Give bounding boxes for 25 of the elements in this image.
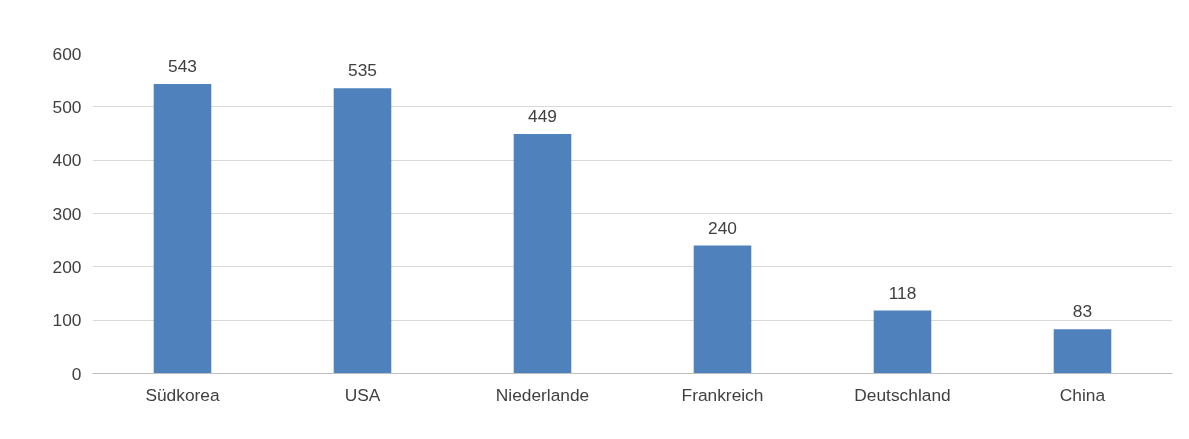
y-tick-label: 500 [52, 96, 82, 117]
data-label: 118 [888, 282, 917, 303]
bar [873, 310, 932, 374]
x-tick-label: Südkorea [145, 384, 220, 405]
x-tick-label: USA [344, 384, 381, 405]
bar [1053, 329, 1112, 374]
y-tick-label: 600 [52, 43, 82, 64]
data-label: 535 [348, 60, 377, 81]
data-label: 449 [528, 106, 557, 127]
y-tick-label: 300 [52, 203, 82, 224]
y-tick-label: 100 [52, 310, 82, 331]
y-tick-label: 400 [52, 150, 82, 171]
x-tick-label: China [1059, 384, 1106, 405]
x-tick-label: Deutschland [854, 384, 951, 405]
bar [333, 88, 392, 374]
bar [513, 134, 572, 374]
y-tick-label: 0 [71, 363, 82, 384]
data-label: 83 [1072, 301, 1093, 322]
y-tick-label: 200 [52, 256, 82, 277]
data-label: 543 [168, 55, 197, 76]
bar [153, 83, 212, 374]
bar [693, 245, 752, 374]
x-tick-label: Niederlande [495, 384, 590, 405]
x-tick-label: Frankreich [681, 384, 764, 405]
data-label: 240 [708, 217, 737, 238]
